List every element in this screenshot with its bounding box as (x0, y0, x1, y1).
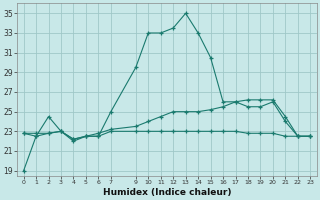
X-axis label: Humidex (Indice chaleur): Humidex (Indice chaleur) (103, 188, 231, 197)
